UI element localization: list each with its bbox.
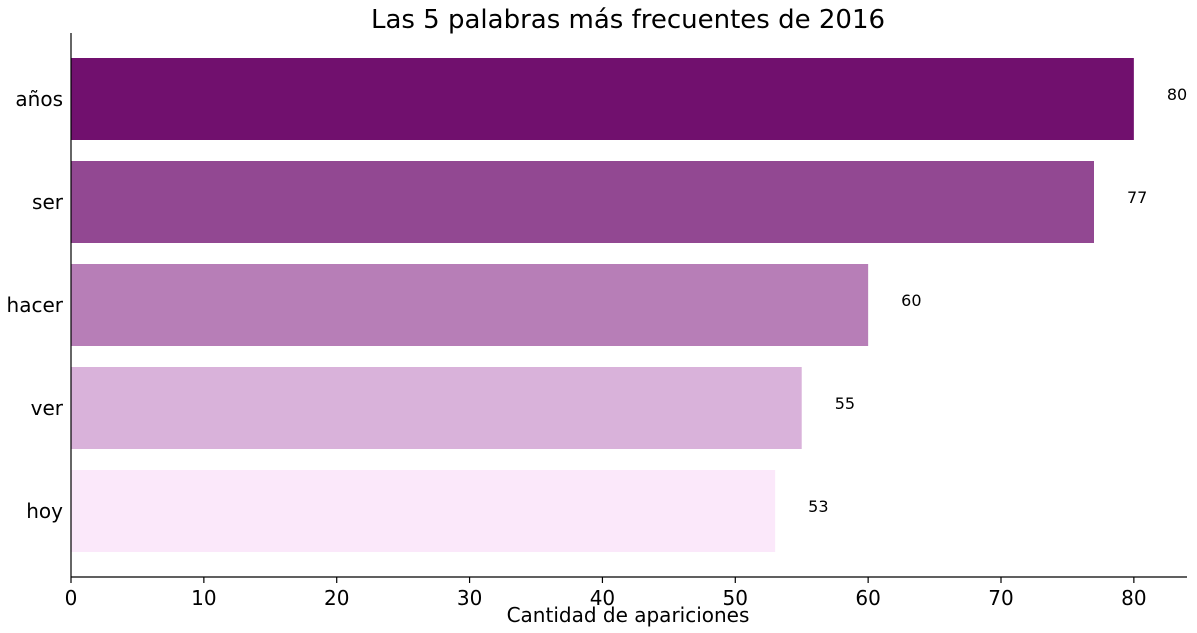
x-tick-label-3: 30 xyxy=(457,586,482,610)
bar-4 xyxy=(71,470,776,552)
value-label-3: 55 xyxy=(835,394,855,413)
x-tick-label-5: 50 xyxy=(723,586,748,610)
value-labels: 80 77 60 55 53 xyxy=(808,85,1187,516)
bars-group xyxy=(71,58,1134,552)
x-ticks: 0 10 20 30 40 50 60 70 80 xyxy=(65,577,1147,610)
x-tick-label-4: 40 xyxy=(590,586,615,610)
x-tick-label-6: 60 xyxy=(855,586,880,610)
category-label-0: años xyxy=(15,87,63,111)
bar-2 xyxy=(71,264,869,346)
category-label-4: hoy xyxy=(26,499,63,523)
bar-0 xyxy=(71,58,1134,140)
bar-3 xyxy=(71,367,802,449)
value-label-1: 77 xyxy=(1127,188,1147,207)
value-label-0: 80 xyxy=(1167,85,1187,104)
value-label-4: 53 xyxy=(808,497,828,516)
x-tick-label-8: 80 xyxy=(1121,586,1146,610)
category-label-2: hacer xyxy=(7,293,64,317)
x-tick-label-7: 70 xyxy=(988,586,1013,610)
x-tick-label-2: 20 xyxy=(324,586,349,610)
x-axis-label: Cantidad de apariciones xyxy=(507,603,750,627)
bar-1 xyxy=(71,161,1094,243)
chart-title: Las 5 palabras más frecuentes de 2016 xyxy=(371,5,885,35)
value-label-2: 60 xyxy=(901,291,921,310)
category-label-3: ver xyxy=(31,396,64,420)
category-label-1: ser xyxy=(32,190,64,214)
x-tick-label-1: 10 xyxy=(191,586,216,610)
x-tick-label-0: 0 xyxy=(65,586,78,610)
category-labels: años ser hacer ver hoy xyxy=(7,87,64,523)
